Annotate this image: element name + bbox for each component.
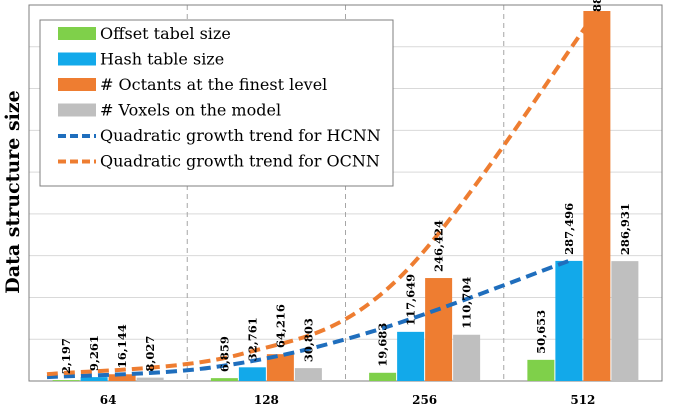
bar bbox=[210, 378, 238, 381]
bar bbox=[397, 331, 425, 381]
data-label: 286,931 bbox=[618, 203, 632, 255]
bar bbox=[136, 377, 164, 381]
legend-label: Quadratic growth trend for HCNN bbox=[100, 126, 381, 145]
plot-area-border bbox=[28, 4, 663, 382]
legend-swatch bbox=[58, 78, 96, 91]
data-label: 8,027 bbox=[143, 336, 157, 372]
bar bbox=[453, 334, 481, 381]
data-label: 6,859 bbox=[217, 336, 231, 372]
legend-swatch bbox=[58, 103, 96, 117]
bar bbox=[80, 377, 108, 381]
trend-lines bbox=[46, 9, 599, 380]
x-tick-label: 128 bbox=[254, 393, 279, 407]
legend-label: # Octants at the finest level bbox=[100, 75, 327, 94]
bars bbox=[52, 11, 639, 382]
bar bbox=[369, 372, 397, 381]
bar bbox=[555, 260, 583, 381]
trend-line bbox=[46, 9, 599, 377]
legend-label: # Voxels on the model bbox=[100, 101, 281, 120]
data-label: 246,424 bbox=[432, 220, 446, 272]
bar bbox=[52, 380, 80, 381]
x-tick-labels: 64 128 256 512 bbox=[100, 393, 596, 407]
data-label: 2,197 bbox=[59, 338, 73, 374]
bar bbox=[527, 359, 555, 381]
data-label: 64,216 bbox=[273, 304, 287, 348]
data-label: 110,704 bbox=[460, 277, 474, 329]
bar bbox=[238, 367, 266, 381]
x-tick-label: 512 bbox=[570, 393, 595, 407]
data-label: 50,653 bbox=[534, 310, 548, 354]
legend-label: Hash table size bbox=[100, 50, 224, 69]
bar bbox=[611, 261, 639, 381]
trend-line bbox=[46, 259, 570, 380]
data-label: 19,683 bbox=[376, 323, 390, 367]
data-labels: 2,197 9,261 16,144 8,027 6,859 32,761 64,216 30… bbox=[59, 0, 632, 374]
bar bbox=[294, 368, 322, 381]
legend-box bbox=[39, 19, 394, 187]
legend-swatch bbox=[58, 52, 96, 66]
legend-label: Offset tabel size bbox=[100, 24, 231, 43]
data-label: 287,496 bbox=[562, 203, 576, 255]
data-label: 16,144 bbox=[115, 324, 129, 368]
data-label: 885,632 bbox=[590, 0, 604, 12]
data-label: 117,649 bbox=[404, 274, 418, 326]
bar bbox=[108, 374, 136, 381]
legend: Offset tabel size Hash table size # Octant… bbox=[39, 19, 394, 187]
bar bbox=[425, 278, 453, 381]
x-tick-label: 64 bbox=[100, 393, 117, 407]
legend-swatch bbox=[58, 27, 96, 40]
bar bbox=[583, 11, 611, 382]
x-tick-label: 256 bbox=[412, 393, 437, 407]
data-label: 32,761 bbox=[245, 317, 259, 361]
legend-label: Quadratic growth trend for OCNN bbox=[100, 152, 380, 171]
y-axis-label: Data structure size bbox=[2, 90, 24, 293]
data-label: 30,803 bbox=[301, 318, 315, 362]
data-label: 9,261 bbox=[87, 335, 101, 371]
